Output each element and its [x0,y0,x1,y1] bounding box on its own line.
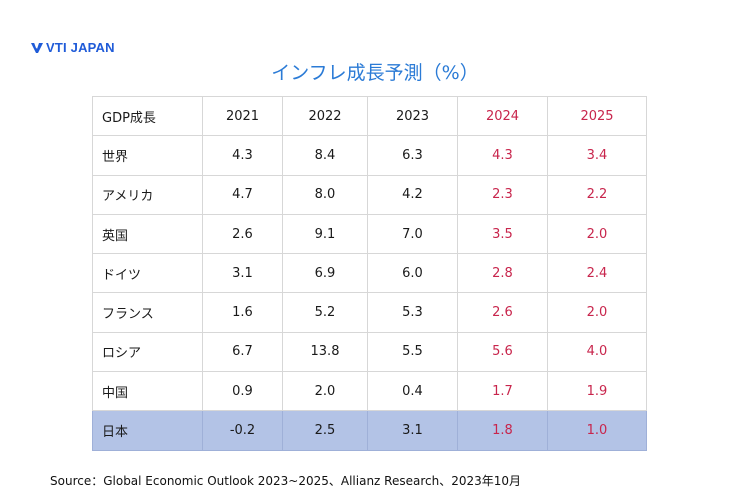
source-note: Source：Global Economic Outlook 2023~2025… [50,474,522,488]
row-label: 英国 [92,213,203,255]
row-label: ロシア [92,331,203,373]
value-cell: 2.0 [547,213,647,255]
table-row: フランス 1.6 5.2 5.3 2.6 2.0 [92,292,647,333]
value-cell: 1.7 [457,371,548,412]
value-cell: 8.0 [282,174,368,215]
header-cell-year: 2024 [457,95,548,137]
value-cell: 2.3 [457,174,548,215]
value-cell: -0.2 [202,410,283,451]
header-cell-label: GDP成長 [92,95,203,137]
row-label: アメリカ [92,174,203,215]
header-cell-year: 2021 [202,95,283,137]
header-cell-year: 2023 [367,95,458,137]
table-row: 英国 2.6 9.1 7.0 3.5 2.0 [92,213,647,255]
value-cell: 2.0 [282,371,368,412]
row-label: 中国 [92,371,203,412]
row-label: 世界 [92,135,203,176]
page-title: インフレ成長予測（%） [271,62,479,84]
value-cell: 5.5 [367,331,458,373]
value-cell: 6.0 [367,253,458,294]
table-row: 日本 -0.2 2.5 3.1 1.8 1.0 [92,410,647,451]
table-row: 世界 4.3 8.4 6.3 4.3 3.4 [92,135,647,176]
value-cell: 13.8 [282,331,368,373]
value-cell: 7.0 [367,213,458,255]
value-cell: 4.2 [367,174,458,215]
table-row: ドイツ 3.1 6.9 6.0 2.8 2.4 [92,253,647,294]
value-cell: 5.6 [457,331,548,373]
value-cell: 1.8 [457,410,548,451]
value-cell: 2.6 [202,213,283,255]
value-cell: 6.3 [367,135,458,176]
value-cell: 2.2 [547,174,647,215]
value-cell: 0.4 [367,371,458,412]
value-cell: 3.1 [367,410,458,451]
value-cell: 1.9 [547,371,647,412]
value-cell: 1.6 [202,292,283,333]
value-cell: 3.5 [457,213,548,255]
vti-logo-mark-icon [31,42,43,53]
value-cell: 2.8 [457,253,548,294]
value-cell: 2.5 [282,410,368,451]
table-row: 中国 0.9 2.0 0.4 1.7 1.9 [92,371,647,412]
inflation-table: GDP成長 2021 2022 2023 2024 2025 世界 4.3 8.4 6.3 4.3… [92,95,647,451]
value-cell: 4.3 [202,135,283,176]
table-header-row: GDP成長 2021 2022 2023 2024 2025 [92,95,647,137]
vti-japan-logo: VTI JAPAN [31,40,115,55]
logo-text: VTI JAPAN [46,40,115,55]
value-cell: 6.7 [202,331,283,373]
value-cell: 2.4 [547,253,647,294]
value-cell: 3.1 [202,253,283,294]
value-cell: 0.9 [202,371,283,412]
value-cell: 4.0 [547,331,647,373]
table-row: ロシア 6.7 13.8 5.5 5.6 4.0 [92,331,647,373]
header-cell-year: 2022 [282,95,368,137]
header-cell-year: 2025 [547,95,647,137]
value-cell: 8.4 [282,135,368,176]
row-label: 日本 [92,410,203,451]
value-cell: 4.3 [457,135,548,176]
value-cell: 3.4 [547,135,647,176]
value-cell: 9.1 [282,213,368,255]
value-cell: 2.6 [457,292,548,333]
value-cell: 5.2 [282,292,368,333]
value-cell: 6.9 [282,253,368,294]
table-row: アメリカ 4.7 8.0 4.2 2.3 2.2 [92,174,647,215]
value-cell: 2.0 [547,292,647,333]
value-cell: 5.3 [367,292,458,333]
value-cell: 4.7 [202,174,283,215]
row-label: フランス [92,292,203,333]
row-label: ドイツ [92,253,203,294]
value-cell: 1.0 [547,410,647,451]
